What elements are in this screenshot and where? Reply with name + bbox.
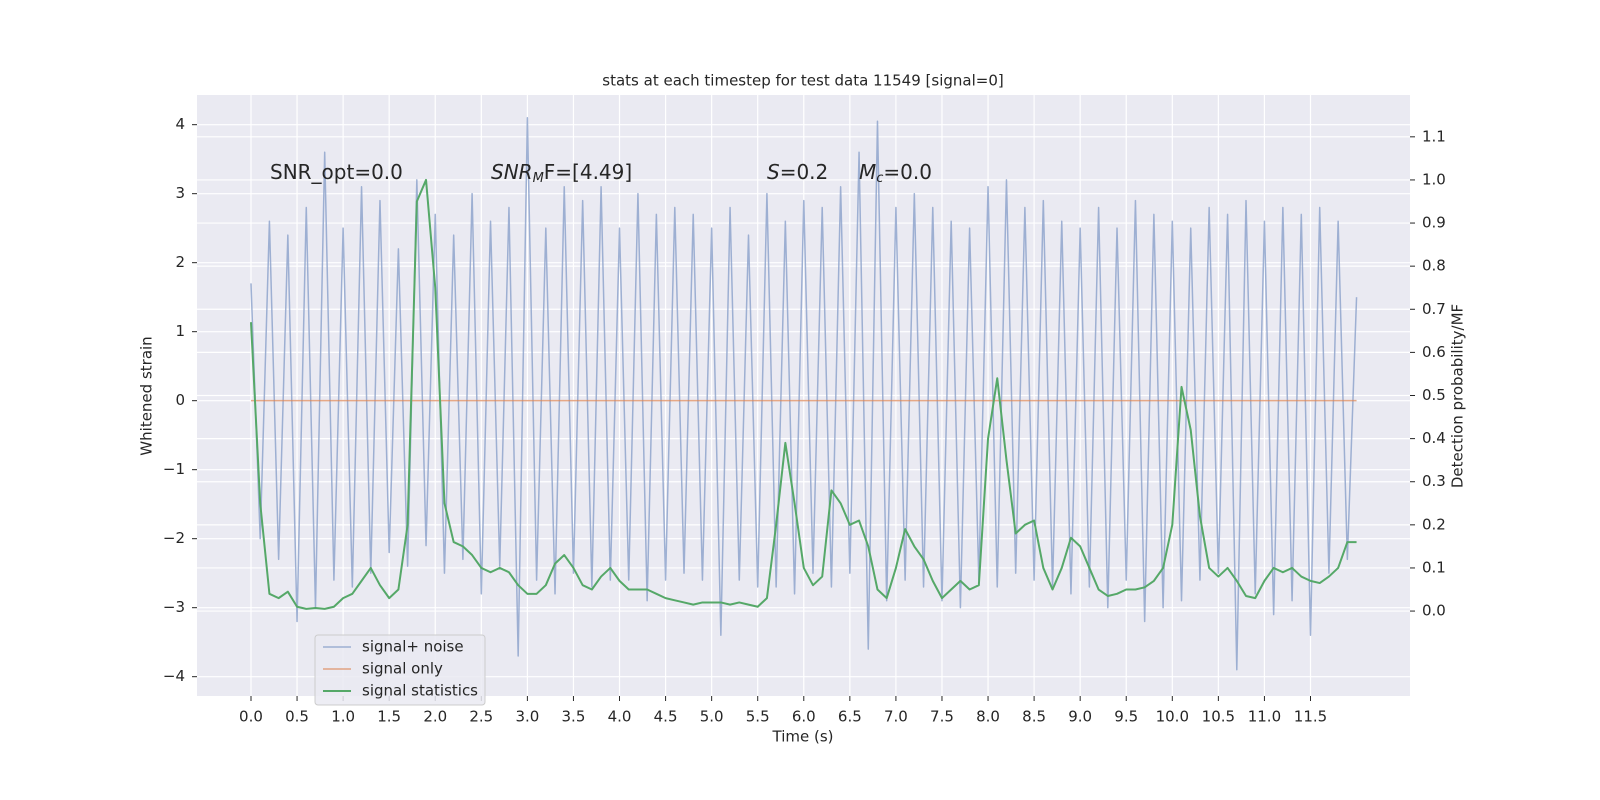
x-tick-label: 1.0 <box>331 708 355 726</box>
annotation-part: M <box>533 171 544 186</box>
y2-tick-label: 0.4 <box>1422 429 1446 447</box>
y2-tick-label: 0.8 <box>1422 257 1446 275</box>
y2-axis-label: Detection probability/MF <box>1449 304 1467 488</box>
x-tick-label: 3.0 <box>515 708 539 726</box>
annotation-part: SNR <box>491 160 533 184</box>
x-tick-label: 10.0 <box>1156 708 1189 726</box>
y-tick-label: 2 <box>175 253 185 271</box>
y2-tick-label: 0.5 <box>1422 386 1446 404</box>
x-axis-label: Time (s) <box>772 728 834 746</box>
x-tick-label: 11.5 <box>1294 708 1327 726</box>
y-tick-label: −2 <box>163 529 185 547</box>
y2-tick-label: 1.1 <box>1422 127 1446 145</box>
x-tick-label: 10.5 <box>1202 708 1235 726</box>
annotation-part: SNR_opt=0.0 <box>270 160 403 184</box>
y-tick-label: 3 <box>175 184 185 202</box>
y2-tick-label: 0.7 <box>1422 300 1446 318</box>
x-tick-label: 6.5 <box>838 708 862 726</box>
annotation-part: M <box>859 160 876 184</box>
annotation-part: F=[4.49] <box>544 160 632 184</box>
annotation: SNR_opt=0.0 <box>270 160 403 184</box>
x-tick-label: 8.5 <box>1022 708 1046 726</box>
legend-label: signal+ noise <box>362 638 464 656</box>
x-tick-label: 0.5 <box>285 708 309 726</box>
series-line <box>250 117 1358 671</box>
y-tick-label: 0 <box>175 391 185 409</box>
x-tick-label: 5.5 <box>746 708 770 726</box>
x-tick-label: 9.5 <box>1114 708 1138 726</box>
x-tick-label: 4.5 <box>654 708 678 726</box>
y-tick-label: 1 <box>175 322 185 340</box>
annotation-part: S <box>767 160 780 184</box>
x-tick-label: 7.5 <box>930 708 954 726</box>
y2-tick-label: 0.6 <box>1422 343 1446 361</box>
y2-tick-label: 0.0 <box>1422 602 1446 620</box>
y-tick-label: −4 <box>163 667 185 685</box>
x-tick-label: 11.0 <box>1248 708 1281 726</box>
x-tick-label: 8.0 <box>976 708 1000 726</box>
y2-tick-label: 1.0 <box>1422 170 1446 188</box>
x-tick-label: 9.0 <box>1068 708 1092 726</box>
y2-tick-label: 0.9 <box>1422 214 1446 232</box>
x-tick-label: 1.5 <box>377 708 401 726</box>
x-tick-label: 2.5 <box>469 708 493 726</box>
annotation-part: c <box>876 171 883 186</box>
annotation: S=0.2 <box>767 160 828 184</box>
x-tick-label: 7.0 <box>884 708 908 726</box>
x-tick-label: 3.5 <box>562 708 586 726</box>
legend-box <box>314 634 486 706</box>
x-tick-label: 2.0 <box>423 708 447 726</box>
x-tick-label: 6.0 <box>792 708 816 726</box>
y2-tick-label: 0.2 <box>1422 515 1446 533</box>
y-axis-label: Whitened strain <box>138 336 156 455</box>
chart-title: stats at each timestep for test data 115… <box>602 72 1003 90</box>
legend-label: signal only <box>362 660 443 678</box>
series-line <box>249 178 1357 610</box>
y-tick-label: −1 <box>163 460 185 478</box>
annotation: Mc=0.0 <box>859 160 932 186</box>
annotation-part: =0.0 <box>883 160 932 184</box>
y2-tick-label: 0.3 <box>1422 472 1446 490</box>
y2-tick-label: 0.1 <box>1422 558 1446 576</box>
y-tick-label: −3 <box>163 598 185 616</box>
annotation: SNRMF=[4.49] <box>491 160 632 186</box>
x-tick-label: 0.0 <box>239 708 263 726</box>
annotation-part: =0.2 <box>780 160 829 184</box>
legend-label: signal statistics <box>362 682 478 700</box>
x-tick-label: 5.0 <box>700 708 724 726</box>
y-tick-label: 4 <box>175 115 185 133</box>
x-tick-label: 4.0 <box>608 708 632 726</box>
